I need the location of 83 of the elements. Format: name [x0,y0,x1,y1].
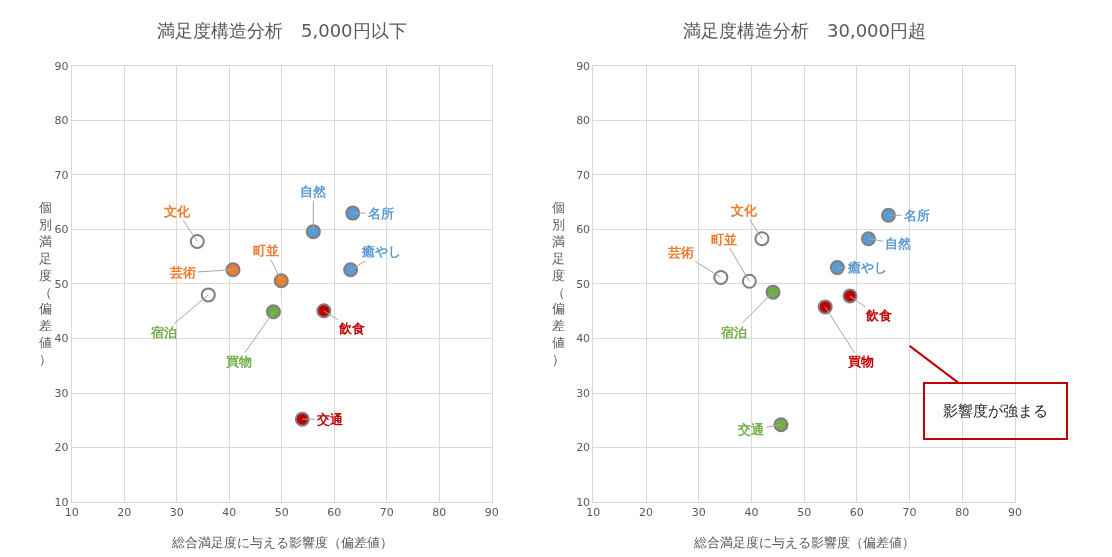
x-tick-label: 60 [849,506,864,520]
text: 個別満足度（偏差値） [552,200,565,368]
y-tick-label: 40 [576,332,591,346]
point [880,207,896,223]
point [345,205,361,221]
chart-title: 満足度構造分析 30,000円超 [683,20,926,41]
series-label: 芸術 [667,245,694,260]
x-tick-label: 90 [1007,506,1022,520]
x-tick-label: 20 [117,506,132,520]
series-label: 町並 [253,243,279,258]
x-tick-label: 40 [744,506,759,520]
point [842,288,858,304]
x-tick-label: 10 [64,506,79,520]
x-tick-label: 30 [691,506,706,520]
y-tick-label: 80 [54,114,69,128]
y-tick-label: 20 [54,441,69,455]
point [713,269,729,285]
x-tick-label: 30 [169,506,184,520]
x-axis-title: 総合満足度に与える影響度（偏差値） [171,535,393,550]
x-axis-title: 総合満足度に与える影響度（偏差値） [693,535,915,550]
point [817,299,833,315]
x-tick-label: 20 [639,506,654,520]
x-tick-label: 90 [484,506,499,520]
x-tick-label: 40 [222,506,237,520]
series-label: 飲食 [338,321,365,336]
series-label: 交通 [316,412,344,427]
y-tick-label: 50 [54,277,69,291]
point [773,417,789,433]
point [829,260,845,276]
y-tick-label: 90 [54,59,69,73]
text: 個別満足度（偏差値） [39,200,52,368]
point [189,233,205,249]
text: 買物 [847,354,874,369]
series-label: 飲食 [865,308,892,323]
point [225,262,241,278]
y-tick-label: 70 [576,168,591,182]
point [305,224,321,240]
y-tick-label: 30 [576,386,591,400]
text: 宿泊 [150,325,177,340]
x-tick-label: 80 [955,506,970,520]
series-label: 名所 [903,208,930,223]
y-tick-label: 10 [576,495,591,509]
y-tick-label: 60 [54,223,69,237]
point [741,273,757,289]
series-label: 文化 [730,203,758,218]
y-tick-label: 90 [576,59,591,73]
x-tick-label: 50 [274,506,289,520]
point [294,411,310,427]
point [273,273,289,289]
y-tick-label: 10 [54,495,69,509]
series-label: 名所 [367,206,394,221]
x-tick-label: 80 [432,506,447,520]
point [200,287,216,303]
y-tick-label: 40 [54,332,69,346]
chart-title: 満足度構造分析 5,000円以下 [157,20,407,41]
series-label: 交通 [737,422,765,437]
point [265,304,281,320]
text: 町並 [711,232,737,247]
y-tick-label: 20 [576,441,591,455]
text: 買物 [225,354,252,369]
x-tick-label: 70 [902,506,917,520]
annotation: 影響度が強まる [943,402,1048,420]
series-label: 癒やし [847,260,887,275]
point [765,284,781,300]
y-tick-label: 50 [576,277,591,291]
x-tick-label: 10 [586,506,601,520]
text: 自然 [300,184,327,199]
y-tick-label: 80 [576,114,591,128]
point [754,231,770,247]
series-label: 文化 [163,204,191,219]
y-tick-label: 30 [54,386,69,400]
point [316,303,332,319]
series-label: 自然 [885,236,912,251]
y-tick-label: 70 [54,168,69,182]
x-tick-label: 50 [797,506,812,520]
text: 芸術 [169,265,196,280]
point [343,262,359,278]
point [860,231,876,247]
x-tick-label: 70 [379,506,394,520]
series-label: 癒やし [361,244,401,259]
text: 宿泊 [720,325,747,340]
y-tick-label: 60 [576,223,591,237]
x-tick-label: 60 [327,506,342,520]
